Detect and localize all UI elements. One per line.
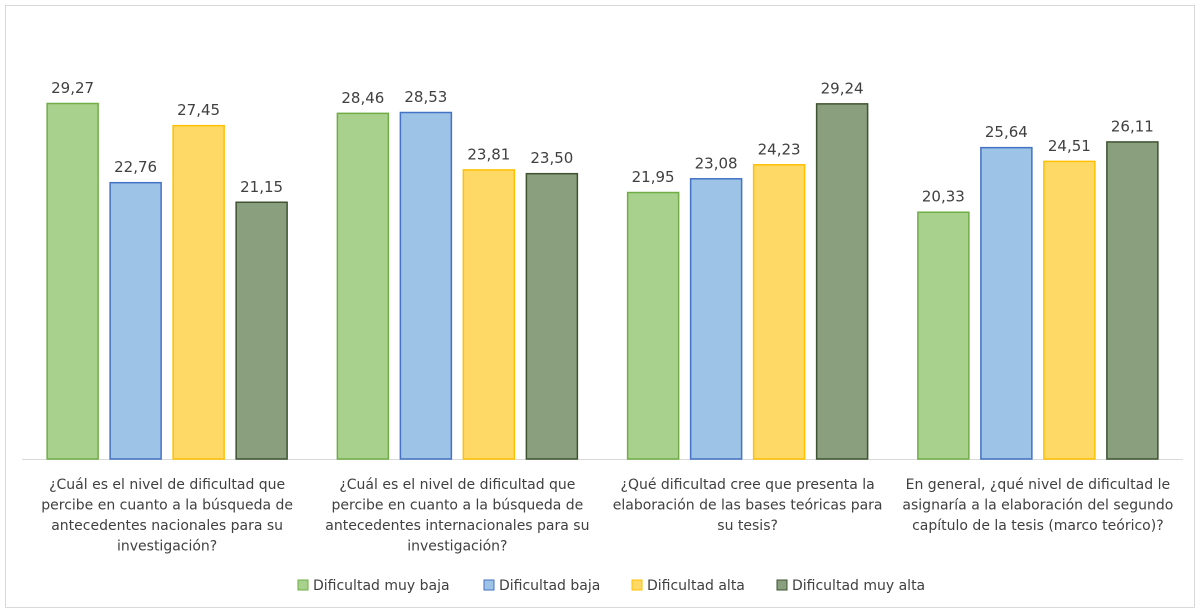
legend-swatch-4	[776, 579, 788, 591]
legend-label-3: Dificultad alta	[647, 578, 745, 594]
bar-3-3	[752, 164, 806, 460]
legend-swatch-3	[631, 579, 643, 591]
bar-4-2	[525, 172, 579, 460]
data-label-1-2: 28,46	[341, 89, 384, 107]
legend-label-1: Dificultad muy baja	[313, 578, 450, 594]
data-label-1-1: 29,27	[51, 79, 94, 97]
data-label-2-1: 22,76	[114, 158, 157, 176]
category-label-1-line-3: antecedentes nacionales para su	[51, 518, 283, 534]
bar-4-4	[1106, 141, 1159, 460]
bar-1-1	[46, 102, 99, 460]
data-label-4-3: 29,24	[821, 79, 864, 97]
data-label-3-2: 23,81	[467, 145, 510, 163]
data-label-3-1: 27,45	[177, 101, 220, 119]
data-label-4-2: 23,50	[530, 149, 573, 167]
data-label-4-4: 26,11	[1111, 117, 1154, 135]
bar-1-2	[336, 112, 390, 460]
bar-4-1	[235, 201, 288, 460]
bar-2-1	[109, 181, 162, 460]
data-label-1-3: 21,95	[632, 168, 675, 186]
category-label-2-line-4: investigación?	[407, 539, 507, 555]
category-label-2-line-3: antecedentes internacionales para su	[325, 518, 589, 534]
bar-4-3	[815, 103, 869, 460]
data-label-2-3: 23,08	[695, 154, 738, 172]
data-label-3-3: 24,23	[758, 140, 801, 158]
legend-swatch-1	[297, 579, 309, 591]
data-label-4-1: 21,15	[240, 178, 283, 196]
bar-1-3	[626, 191, 680, 460]
bar-2-2	[399, 111, 453, 460]
category-label-1-line-2: percibe en cuanto a la búsqueda de	[41, 498, 293, 514]
bar-3-4	[1043, 160, 1096, 460]
bar-3-2	[462, 169, 516, 460]
category-label-2-line-2: percibe en cuanto a la búsqueda de	[332, 498, 584, 514]
category-label-4-line-2: asignaría a la elaboración del segundo	[902, 498, 1173, 514]
legend-label-4: Dificultad muy alta	[792, 578, 925, 594]
data-label-2-4: 25,64	[985, 123, 1028, 141]
category-label-1-line-1: ¿Cuál es el nivel de dificultad que	[49, 477, 285, 493]
category-label-3-line-1: ¿Qué dificultad cree que presenta la	[621, 477, 875, 493]
bar-1-4	[917, 211, 970, 460]
legend-label-2: Dificultad baja	[499, 578, 600, 594]
category-label-3-line-2: elaboración de las bases teóricas para	[613, 498, 883, 514]
data-label-1-4: 20,33	[922, 188, 965, 206]
bar-2-4	[980, 146, 1033, 460]
category-label-2-line-1: ¿Cuál es el nivel de dificultad que	[339, 477, 575, 493]
category-label-4-line-3: capítulo de la tesis (marco teórico)?	[912, 518, 1164, 534]
category-label-4-line-1: En general, ¿qué nivel de dificultad le	[906, 477, 1170, 493]
bar-3-1	[172, 124, 225, 460]
data-label-3-4: 24,51	[1048, 137, 1091, 155]
bar-2-3	[689, 178, 743, 460]
legend-swatch-2	[483, 579, 495, 591]
category-label-1-line-4: investigación?	[117, 539, 217, 555]
category-label-3-line-3: su tesis?	[717, 518, 778, 534]
data-label-2-2: 28,53	[404, 88, 447, 106]
